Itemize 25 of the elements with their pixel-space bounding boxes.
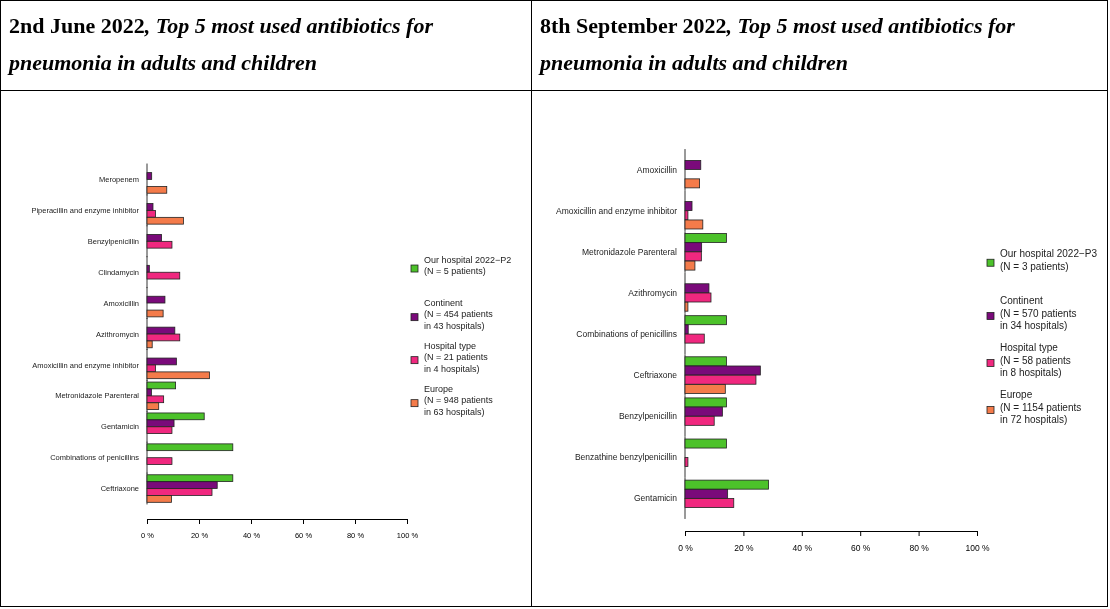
y-tick-label: Combinations of penicillins bbox=[576, 328, 677, 339]
y-tick-label: Gentamicin bbox=[634, 493, 678, 504]
y-tick-label: Amoxicillin and enzyme inhibitor bbox=[556, 205, 678, 216]
legend-label: Our hospital 2022−P2 (N = 5 patients) bbox=[424, 255, 512, 277]
y-tick-label: Ceftriaxone bbox=[633, 370, 678, 381]
legend-label: Europe (N = 948 patients in 63 hospitals) bbox=[424, 384, 494, 417]
x-tick-label: 40 % bbox=[792, 542, 813, 553]
y-tick-label: Benzathine benzylpenicillin bbox=[574, 452, 678, 463]
legend-label: Europe (N = 1154 patients in 72 hospitals) bbox=[1000, 389, 1082, 425]
legend-label: Hospital type (N = 58 patients in 8 hospitals) bbox=[1000, 342, 1071, 378]
legend-label: Continent (N = 570 patients in 34 hospitals) bbox=[1000, 295, 1077, 331]
y-tick-label: Amoxicillin bbox=[636, 164, 678, 175]
x-tick-label: 80 % bbox=[909, 542, 930, 553]
x-tick-label: 100 % bbox=[965, 542, 990, 553]
y-tick-label: Azithromycin bbox=[628, 287, 678, 298]
chart-title: 8th September 2022, Top 5 most used antibiotics for pneumonia in adults and children bbox=[540, 13, 1015, 75]
x-tick-label: 0 % bbox=[678, 542, 694, 553]
chart-title: 2nd June 2022, Top 5 most used antibiotics for pneumonia in adults and children bbox=[9, 13, 433, 75]
x-tick-label: 20 % bbox=[734, 542, 755, 553]
legend-label: Our hospital 2022−P3 (N = 3 patients) bbox=[1000, 248, 1098, 272]
y-tick-label: Benzylpenicillin bbox=[618, 411, 678, 422]
y-tick-label: Metronidazole Parenteral bbox=[582, 246, 678, 257]
legend-label: Hospital type (N = 21 patients in 4 hospitals) bbox=[424, 341, 489, 374]
x-tick-label: 60 % bbox=[851, 542, 871, 553]
legend-label: Continent (N = 454 patients in 43 hospitals) bbox=[424, 298, 494, 331]
